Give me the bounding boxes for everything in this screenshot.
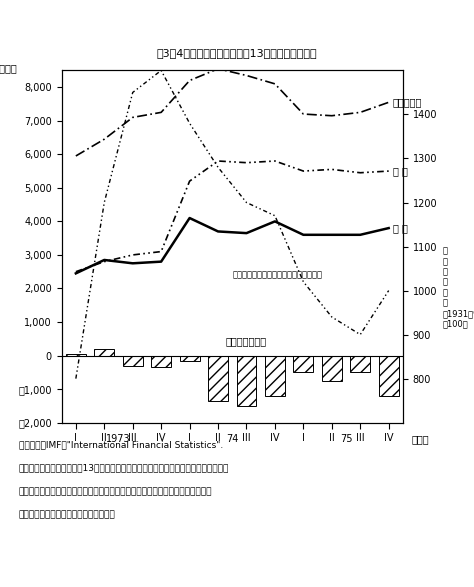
- Bar: [322, 356, 342, 381]
- Bar: [237, 356, 256, 406]
- Bar: [66, 354, 86, 356]
- Bar: [151, 356, 171, 367]
- Text: 1973: 1973: [106, 434, 131, 444]
- Text: 第3－4図　一次産品輸出国（13カ国）の貿易動向: 第3－4図 一次産品輸出国（13カ国）の貿易動向: [157, 48, 317, 58]
- Text: マイカ，ニカラグア，パナマを含む。: マイカ，ニカラグア，パナマを含む。: [19, 511, 116, 519]
- Bar: [379, 356, 399, 396]
- Text: ロンビア，パラグァイ，バルバドス，コスタリカ，ドミニカ，ガテマラ，ジャ: ロンビア，パラグァイ，バルバドス，コスタリカ，ドミニカ，ガテマラ，ジャ: [19, 487, 212, 496]
- Text: （年）: （年）: [411, 434, 429, 444]
- Text: （注）　一次産品輸出国（13カ国）にはフィリピン，タイ，マレーシア，トルコ，コ: （注） 一次産品輸出国（13カ国）にはフィリピン，タイ，マレーシア，トルコ，コ: [19, 464, 229, 473]
- Bar: [123, 356, 143, 366]
- Y-axis label: （100万ドル）: （100万ドル）: [0, 63, 17, 73]
- Text: 輸 出: 輸 出: [393, 223, 408, 233]
- Bar: [293, 356, 313, 372]
- Bar: [265, 356, 285, 396]
- Bar: [180, 356, 200, 360]
- Text: 74: 74: [226, 434, 238, 444]
- Text: 貿　易　収　支: 貿 易 収 支: [226, 336, 267, 346]
- Text: （出所）　IMF："International Financial Statistics".: （出所） IMF："International Financial Statis…: [19, 440, 223, 449]
- Bar: [350, 356, 370, 372]
- Y-axis label: ロ
イ
タ
ー
指
数
（1931，9.18
＝100）: ロ イ タ ー 指 数 （1931，9.18 ＝100）: [443, 247, 474, 328]
- Text: 輸 入: 輸 入: [393, 166, 408, 176]
- Text: 75: 75: [340, 434, 352, 444]
- Text: ロイター指数（ポンド価格変動調整済）: ロイター指数（ポンド価格変動調整済）: [232, 271, 322, 279]
- Bar: [208, 356, 228, 401]
- Bar: [94, 349, 114, 356]
- Text: 外貨準備高: 外貨準備高: [393, 97, 422, 107]
